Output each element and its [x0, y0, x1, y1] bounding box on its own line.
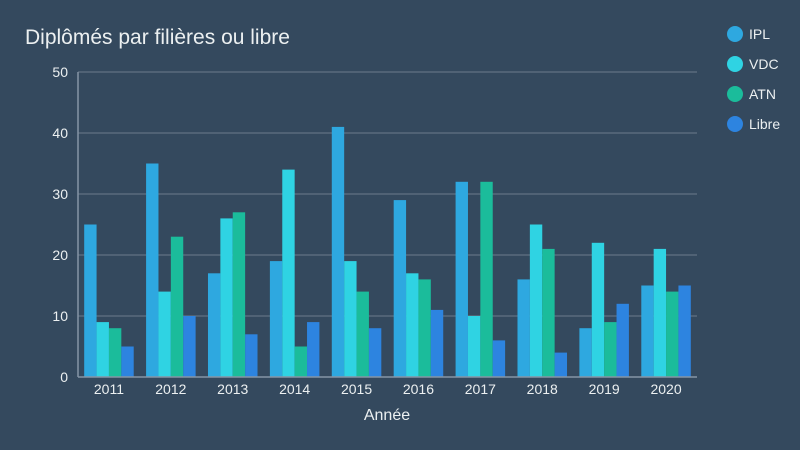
x-tick-label: 2012 — [155, 381, 186, 397]
y-tick-label: 10 — [52, 308, 68, 324]
bar-atn-2017[interactable] — [480, 181, 493, 377]
bar-vdc-2017[interactable] — [467, 316, 481, 377]
bar-vdc-2019[interactable] — [591, 242, 605, 377]
bar-atn-2018[interactable] — [542, 248, 555, 377]
bar-vdc-2015[interactable] — [344, 261, 357, 377]
y-tick-label: 40 — [52, 125, 68, 141]
legend-item-atn[interactable]: ATN — [727, 86, 776, 102]
bar-libre-2018[interactable] — [554, 352, 568, 377]
legend-swatch — [727, 26, 743, 42]
bar-libre-2013[interactable] — [245, 334, 258, 377]
bar-libre-2014[interactable] — [307, 322, 320, 377]
bar-vdc-2013[interactable] — [220, 218, 233, 377]
bar-vdc-2011[interactable] — [96, 322, 109, 377]
bar-libre-2012[interactable] — [183, 316, 196, 377]
bar-atn-2016[interactable] — [418, 279, 431, 377]
bar-ipl-2020[interactable] — [641, 285, 654, 378]
bar-atn-2015[interactable] — [356, 291, 369, 377]
legend-label: VDC — [749, 56, 779, 72]
legend-label: ATN — [749, 86, 776, 102]
bar-vdc-2016[interactable] — [406, 273, 419, 377]
legend-swatch — [727, 56, 743, 72]
bar-libre-2019[interactable] — [616, 303, 629, 377]
bar-vdc-2014[interactable] — [282, 169, 295, 377]
bar-ipl-2012[interactable] — [146, 163, 159, 378]
bar-ipl-2017[interactable] — [455, 181, 468, 377]
bar-vdc-2012[interactable] — [158, 291, 171, 377]
bar-ipl-2013[interactable] — [207, 273, 221, 377]
bar-atn-2020[interactable] — [666, 291, 679, 377]
x-tick-label: 2020 — [650, 381, 681, 397]
bar-ipl-2015[interactable] — [331, 126, 345, 378]
bars — [84, 126, 691, 378]
axes: 0 10 20 30 40 50 2011 2012 2013 2014 2015 2016 2017 2… — [52, 64, 697, 397]
y-tick-label: 0 — [60, 369, 68, 385]
bar-ipl-2018[interactable] — [517, 279, 530, 377]
x-axis-title: Année — [364, 407, 410, 424]
bar-libre-2016[interactable] — [430, 309, 444, 377]
x-tick-label: 2018 — [527, 381, 558, 397]
bar-libre-2015[interactable] — [368, 328, 382, 377]
bar-atn-2012[interactable] — [170, 236, 184, 377]
legend[interactable]: IPL VDC ATN Libre — [727, 26, 780, 132]
bar-libre-2020[interactable] — [678, 285, 691, 378]
legend-swatch — [727, 86, 743, 102]
x-tick-label: 2017 — [465, 381, 496, 397]
x-tick-label: 2013 — [217, 381, 248, 397]
y-tick-label: 50 — [52, 64, 68, 80]
legend-swatch — [727, 116, 743, 132]
legend-item-ipl[interactable]: IPL — [727, 26, 770, 42]
x-tick-label: 2019 — [589, 381, 620, 397]
y-tick-label: 30 — [52, 186, 68, 202]
legend-item-libre[interactable]: Libre — [727, 116, 780, 132]
y-tick-label: 20 — [52, 247, 68, 263]
bar-vdc-2018[interactable] — [529, 224, 543, 378]
x-tick-label: 2016 — [403, 381, 434, 397]
bar-atn-2014[interactable] — [294, 346, 308, 378]
bar-atn-2011[interactable] — [108, 328, 122, 377]
x-tick-label: 2015 — [341, 381, 372, 397]
bar-atn-2019[interactable] — [604, 322, 617, 377]
legend-label: IPL — [749, 26, 770, 42]
x-tick-label: 2011 — [94, 381, 124, 397]
x-tick-label: 2014 — [279, 381, 310, 397]
bar-vdc-2020[interactable] — [653, 248, 667, 377]
bar-ipl-2019[interactable] — [579, 328, 592, 377]
bar-atn-2013[interactable] — [232, 212, 246, 377]
legend-item-vdc[interactable]: VDC — [727, 56, 779, 72]
bar-ipl-2011[interactable] — [84, 224, 97, 378]
bar-libre-2011[interactable] — [121, 346, 134, 378]
chart-title: Diplômés par filières ou libre — [25, 26, 290, 49]
legend-label: Libre — [749, 116, 780, 132]
bar-ipl-2014[interactable] — [269, 261, 283, 377]
bar-ipl-2016[interactable] — [393, 200, 407, 377]
bar-libre-2017[interactable] — [492, 340, 506, 377]
